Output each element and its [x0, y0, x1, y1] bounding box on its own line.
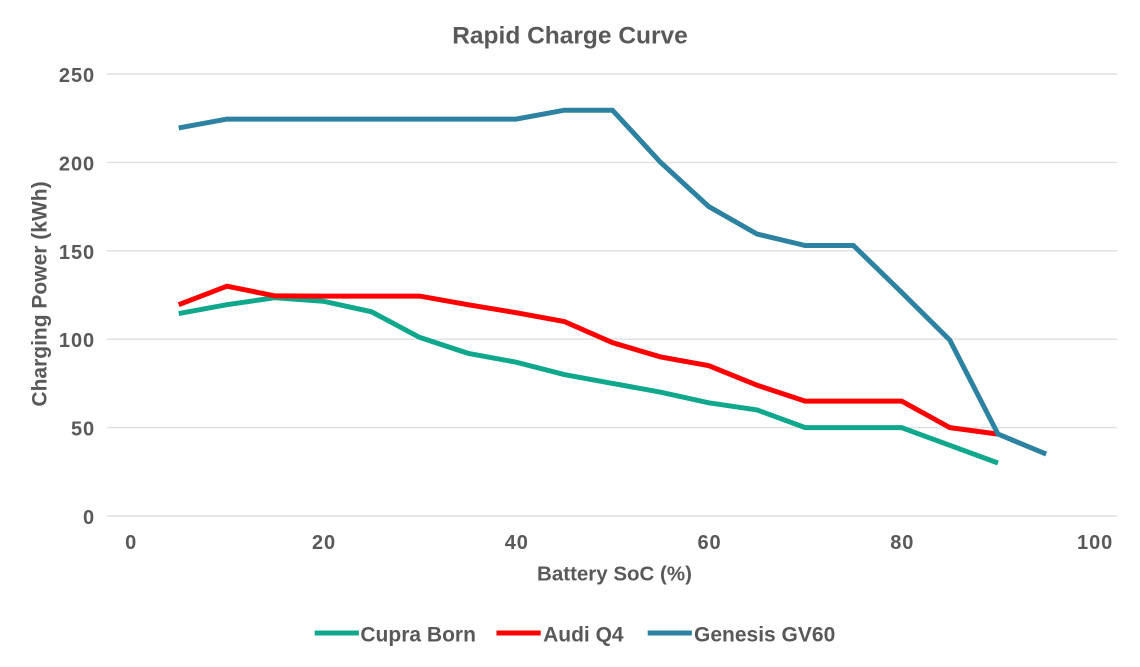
- svg-text:60: 60: [697, 532, 721, 554]
- svg-text:80: 80: [890, 532, 914, 554]
- svg-text:Audi Q4: Audi Q4: [543, 624, 624, 647]
- svg-text:Genesis GV60: Genesis GV60: [694, 624, 835, 647]
- svg-text:Cupra Born: Cupra Born: [360, 624, 476, 647]
- svg-text:20: 20: [312, 532, 336, 554]
- svg-text:0: 0: [83, 507, 95, 529]
- svg-text:100: 100: [1077, 532, 1113, 554]
- svg-text:40: 40: [505, 532, 529, 554]
- svg-text:100: 100: [59, 330, 95, 352]
- svg-text:Rapid Charge Curve: Rapid Charge Curve: [452, 23, 688, 50]
- svg-text:0: 0: [125, 532, 137, 554]
- svg-text:200: 200: [59, 153, 95, 175]
- svg-text:Battery SoC (%): Battery SoC (%): [537, 563, 692, 586]
- svg-text:150: 150: [59, 242, 95, 264]
- svg-text:50: 50: [71, 419, 95, 441]
- svg-text:250: 250: [59, 65, 95, 87]
- svg-text:Charging Power (kWh): Charging Power (kWh): [29, 181, 52, 406]
